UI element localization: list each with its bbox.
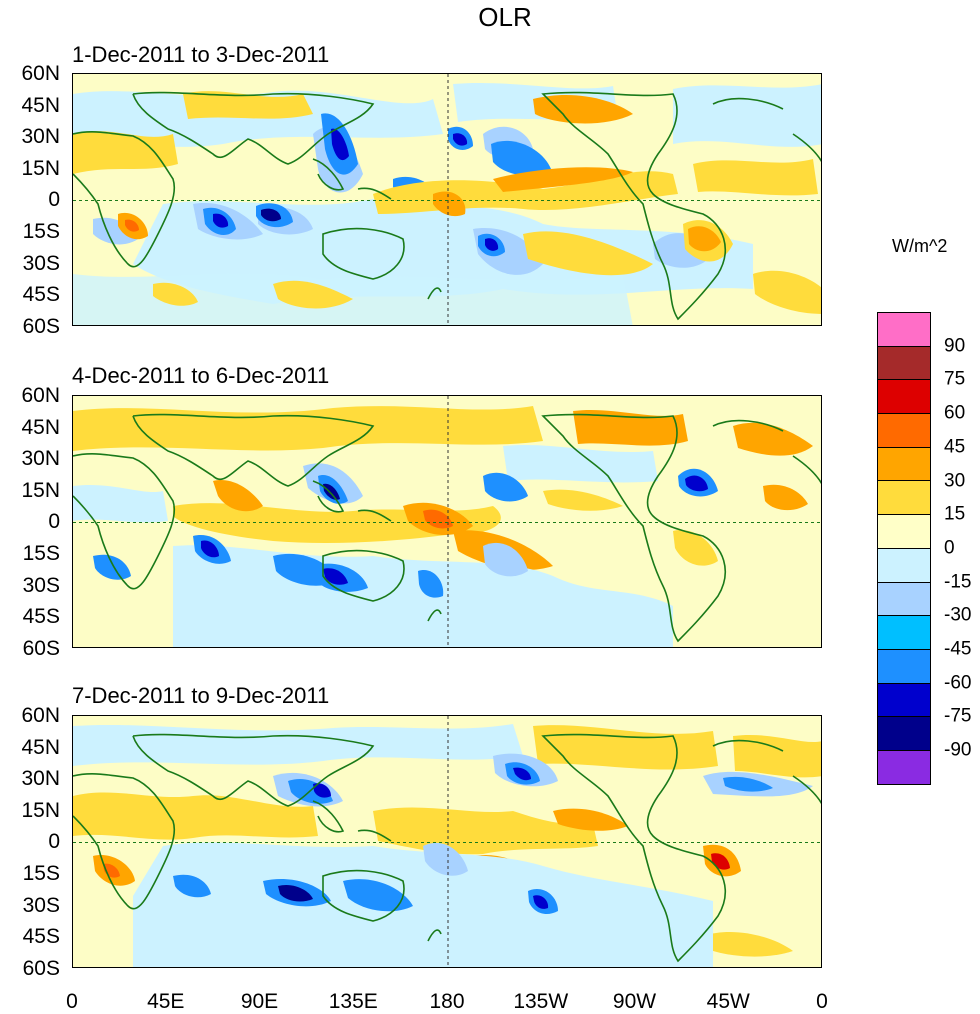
colorbar-label: 0 [944, 537, 955, 559]
lon-label: 180 [429, 990, 465, 1013]
colorbar-swatch [877, 413, 931, 447]
colorbar-label: 15 [944, 503, 966, 525]
colorbar-label: -75 [944, 705, 972, 727]
olr-anomaly-contours [73, 82, 821, 325]
lat-label: 15S [22, 862, 60, 885]
panel-3-map [72, 715, 822, 968]
lat-label: 60S [22, 636, 60, 660]
lat-label: 45S [22, 925, 60, 949]
colorbar-units: W/m^2 [892, 236, 948, 256]
lat-label: 60N [21, 62, 60, 85]
lon-label: 45E [147, 990, 185, 1013]
lat-label: 15S [22, 542, 60, 565]
lat-label: 30S [22, 893, 60, 917]
colorbar-swatch [877, 615, 931, 649]
lat-label: 45N [21, 93, 60, 117]
lat-label: 30N [21, 767, 60, 791]
panel-3-title: 7-Dec-2011 to 9-Dec-2011 [72, 683, 330, 708]
colorbar-swatch [877, 581, 931, 616]
coastlines [73, 91, 821, 321]
lon-label: 0 [816, 990, 828, 1013]
colorbar-label: 45 [944, 436, 966, 458]
lat-label: 15N [21, 156, 60, 180]
lat-label: 45N [21, 735, 60, 759]
coastlines [73, 733, 821, 963]
colorbar-swatch [877, 749, 931, 785]
lat-label: 60S [22, 956, 60, 980]
colorbar-label: 60 [944, 402, 966, 424]
lon-label: 90W [612, 990, 657, 1013]
lon-label: 0 [66, 990, 78, 1013]
lat-label: 0 [48, 510, 60, 534]
lat-label: 60N [21, 704, 60, 727]
colorbar-swatch [877, 648, 931, 683]
lat-label: 30S [22, 251, 60, 275]
coastlines [73, 413, 821, 643]
colorbar-swatch [877, 345, 931, 380]
lat-label: 0 [48, 188, 60, 212]
lat-label: 15S [22, 220, 60, 243]
panel-2-title: 4-Dec-2011 to 6-Dec-2011 [72, 363, 330, 388]
colorbar-label: 30 [944, 470, 966, 491]
colorbar-swatch [877, 312, 931, 346]
olr-anomaly-contours [73, 724, 821, 967]
lat-label: 45N [21, 415, 60, 439]
lat-label: 60S [22, 314, 60, 338]
lat-label: 30S [22, 573, 60, 597]
colorbar-label: -90 [944, 739, 972, 761]
colorbar-swatch [877, 547, 931, 582]
colorbar-label: -30 [944, 604, 972, 626]
colorbar-swatch [877, 379, 931, 414]
colorbar-label: -15 [944, 571, 972, 593]
lat-label: 15N [21, 478, 60, 502]
colorbar-label: 90 [944, 335, 966, 357]
lat-label: 45S [22, 283, 60, 307]
colorbar-label: -60 [944, 672, 972, 694]
colorbar-label: 75 [944, 368, 966, 390]
lat-label: 60N [21, 384, 60, 407]
lat-label: 15N [21, 798, 60, 822]
lon-label: 45W [706, 990, 750, 1013]
colorbar-swatch [877, 682, 931, 717]
colorbar-swatch [877, 514, 931, 548]
colorbar-swatch [877, 480, 931, 515]
lon-label: 135W [513, 990, 569, 1013]
colorbar-swatch [877, 716, 931, 750]
lat-label: 45S [22, 605, 60, 629]
figure-title: OLR [478, 2, 532, 32]
lat-label: 0 [48, 830, 60, 854]
colorbar-label: -45 [944, 638, 972, 660]
panel-1-title: 1-Dec-2011 to 3-Dec-2011 [72, 42, 330, 67]
panel-2-map [72, 395, 822, 648]
panel-1-map [72, 73, 822, 326]
lon-label: 135E [328, 990, 378, 1013]
colorbar [877, 312, 931, 785]
lon-label: 90E [240, 990, 279, 1013]
colorbar-swatch [877, 446, 931, 481]
olr-anomaly-contours [73, 406, 813, 647]
lat-label: 30N [21, 125, 60, 149]
lat-label: 30N [21, 447, 60, 471]
